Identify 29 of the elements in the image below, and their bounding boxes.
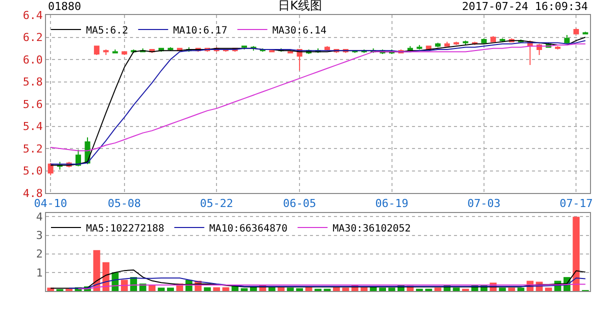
y-tick-label: 4 xyxy=(36,210,44,224)
y-tick-label: 5.0 xyxy=(22,164,43,178)
chart-title: 日K线图 xyxy=(278,0,322,12)
x-tick-label: 07-03 xyxy=(467,197,501,210)
x-tick-label: 04-10 xyxy=(34,197,68,210)
legend-label: MA30:6.14 xyxy=(272,25,327,36)
y-tick-label: 5.4 xyxy=(22,120,44,134)
x-tick-label: 06-05 xyxy=(282,197,316,210)
y-tick-label: 6.2 xyxy=(22,31,43,44)
x-tick-label: 05-08 xyxy=(108,197,141,210)
y-tick-label: 6.0 xyxy=(22,53,43,66)
y-tick-label: 3 xyxy=(36,229,43,242)
legend-label: MA10:6.17 xyxy=(173,25,228,36)
y-tick-label: 1 xyxy=(36,266,43,280)
legend-label: MA5:102272188 xyxy=(86,223,164,234)
y-tick-label: 5.8 xyxy=(22,76,43,89)
y-tick-label: 6.4 xyxy=(22,8,44,22)
y-tick-label: 5.2 xyxy=(22,142,43,156)
y-tick-label: 5.6 xyxy=(22,98,43,111)
legend-label: MA30:36102052 xyxy=(332,223,411,234)
legend-label: MA10:66364870 xyxy=(209,223,288,234)
text: 01880 xyxy=(48,0,82,13)
y-tick-label: 2 xyxy=(36,248,43,261)
x-tick-label: 05-22 xyxy=(200,197,234,210)
text: 2017-07-24 16:09:34 xyxy=(462,0,588,13)
x-tick-label: 06-19 xyxy=(375,197,408,210)
y-tick-label: 4.8 xyxy=(22,186,43,200)
x-tick-label: 07-17 xyxy=(560,197,593,210)
legend-label: MA5:6.2 xyxy=(86,25,128,36)
